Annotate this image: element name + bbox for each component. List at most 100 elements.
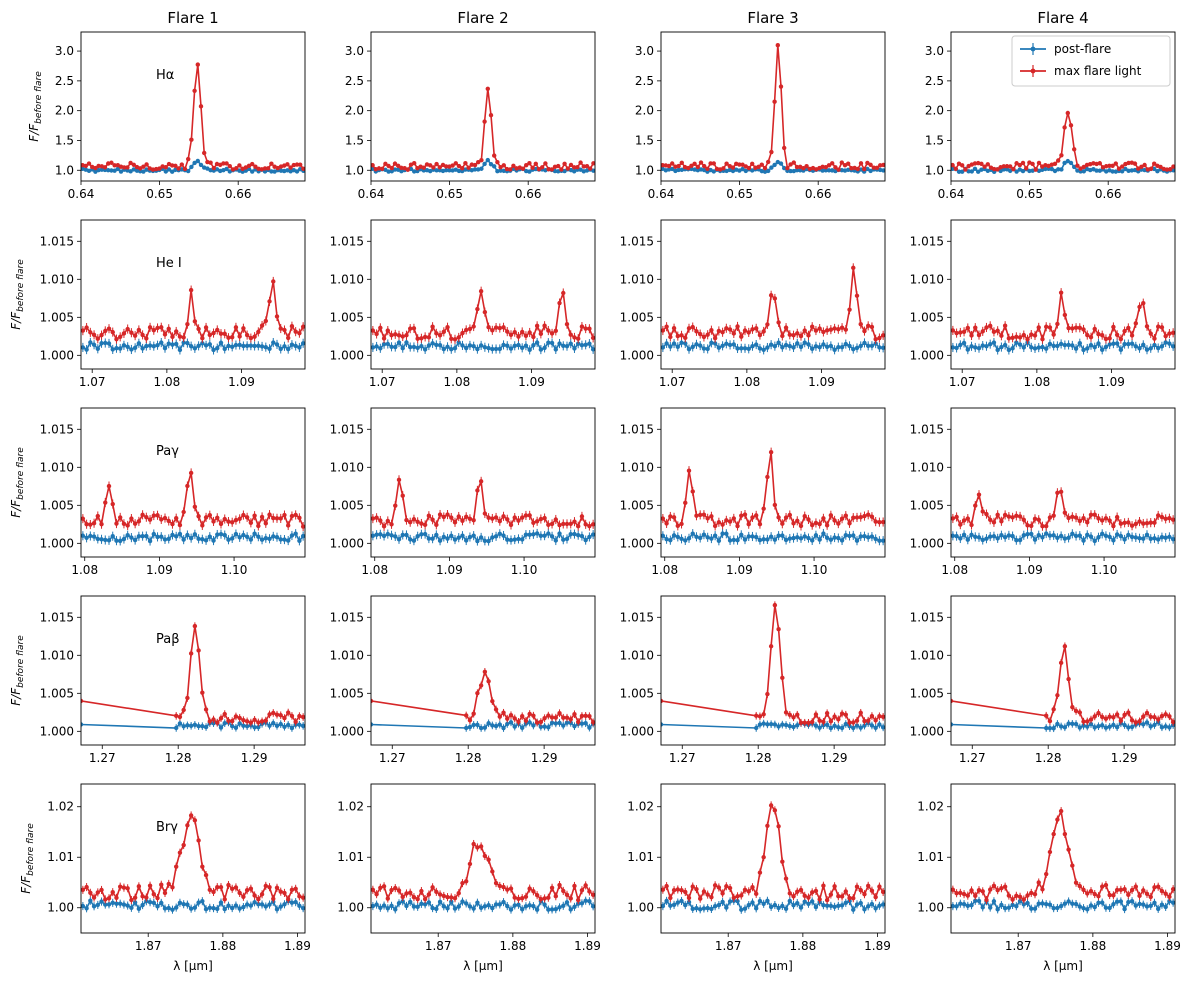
max-flare-point (478, 844, 484, 849)
x-tick-label: 1.88 (210, 939, 237, 953)
max-flare-point (393, 332, 398, 337)
post-flare-point (166, 905, 171, 911)
max-flare-point (475, 488, 480, 493)
max-flare-point (540, 165, 545, 170)
post-flare-point (881, 168, 885, 173)
y-tick-label: 1.015 (330, 610, 364, 624)
x-tick-label: 0.64 (68, 187, 95, 201)
max-flare-point (501, 710, 506, 715)
max-flare-point (1075, 163, 1080, 168)
max-flare-point (252, 893, 257, 898)
x-tick-label: 1.08 (651, 563, 678, 577)
post-flare-point (485, 157, 490, 163)
max-flare-point (826, 163, 832, 168)
max-flare-point (81, 887, 86, 893)
max-flare-point (785, 165, 790, 171)
max-flare-point (1152, 161, 1157, 166)
max-flare-point (131, 162, 136, 167)
post-flare-point (866, 904, 871, 909)
max-flare-point (679, 160, 684, 165)
y-tick-label: 1.010 (910, 648, 944, 662)
post-flare-point (817, 537, 822, 542)
post-flare-point (828, 903, 834, 909)
max-flare-point (798, 333, 804, 339)
post-flare-point (393, 344, 398, 350)
y-tick-label: 1.01 (47, 850, 74, 864)
max-flare-point (776, 320, 781, 325)
max-flare-point (1047, 325, 1053, 330)
max-flare-point (832, 518, 837, 523)
max-flare-point (698, 160, 704, 165)
post-flare-point (195, 158, 200, 164)
post-flare-point (965, 537, 970, 542)
max-flare-point (162, 890, 168, 896)
max-flare-point (259, 892, 265, 897)
max-flare-point (716, 520, 722, 525)
x-tick-label: 1.29 (241, 751, 268, 765)
max-flare-point (761, 712, 766, 717)
post-flare-point (271, 340, 276, 345)
max-flare-point (854, 718, 860, 723)
max-flare-point (708, 161, 713, 166)
post-flare-point (772, 902, 778, 908)
post-flare-point (493, 902, 499, 907)
post-flare-point (873, 906, 878, 911)
max-flare-point (374, 331, 379, 337)
post-flare-point (1059, 167, 1064, 172)
post-flare-point (557, 905, 562, 910)
post-flare-point (1014, 169, 1019, 174)
max-flare-point (241, 717, 246, 723)
post-flare-point (795, 535, 800, 540)
max-flare-point (278, 326, 283, 331)
post-flare-point (690, 344, 695, 350)
post-flare-point (1073, 901, 1079, 907)
post-flare-point (141, 169, 146, 174)
max-flare-point (1058, 489, 1064, 495)
max-flare-point (1077, 883, 1083, 889)
post-flare-point (1148, 724, 1153, 729)
max-flare-point (437, 333, 443, 338)
post-flare-point (479, 166, 484, 171)
max-flare-point (531, 520, 536, 525)
post-flare-point (437, 538, 443, 543)
max-flare-point (486, 325, 491, 330)
max-flare-point (553, 894, 558, 899)
post-flare-point (958, 901, 963, 906)
post-flare-point (177, 347, 183, 353)
max-flare-point (1065, 110, 1071, 116)
max-flare-point (549, 167, 554, 172)
max-flare-point (437, 165, 442, 170)
post-flare-point (724, 341, 729, 346)
max-flare-point (976, 492, 982, 497)
post-flare-point (1092, 904, 1097, 910)
post-flare-point (422, 531, 428, 537)
max-flare-point (93, 165, 98, 171)
post-flare-point (572, 723, 577, 729)
x-tick-label: 1.09 (518, 375, 545, 389)
post-flare-point (880, 725, 885, 730)
max-flare-point (466, 165, 471, 170)
max-flare-point (155, 513, 160, 518)
post-flare-point (121, 902, 127, 907)
max-flare-point (1066, 676, 1071, 682)
max-flare-point (1159, 514, 1165, 520)
max-flare-point (746, 889, 751, 894)
post-flare-point (230, 344, 235, 350)
post-flare-point (973, 898, 978, 904)
post-flare-point (1155, 169, 1160, 174)
post-flare-point (501, 899, 506, 905)
max-flare-point (1148, 331, 1153, 336)
max-flare-point (176, 166, 181, 171)
max-flare-point (843, 712, 848, 717)
max-flare-point (1055, 321, 1060, 327)
post-flare-point (712, 533, 718, 538)
post-flare-point (467, 343, 473, 348)
max-flare-point (1023, 166, 1029, 171)
max-flare-point (504, 166, 510, 172)
post-flare-point (297, 345, 302, 350)
max-flare-point (671, 888, 677, 893)
max-flare-point (512, 515, 517, 520)
plot-area (951, 642, 1175, 733)
post-flare-point (1070, 343, 1075, 348)
